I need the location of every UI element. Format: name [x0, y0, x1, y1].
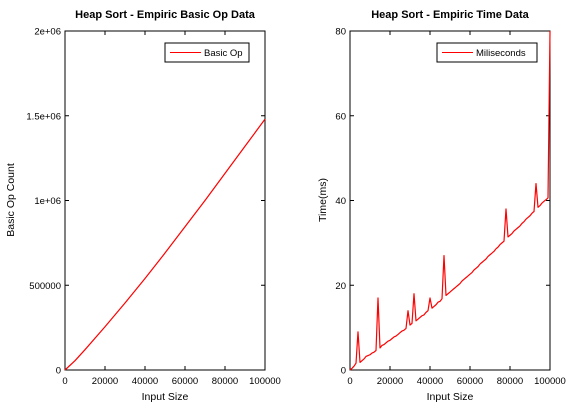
chart-title: Heap Sort - Empiric Basic Op Data — [75, 9, 256, 21]
series-group — [349, 30, 551, 371]
y-tick-label: 20 — [335, 281, 346, 292]
basic-op-chart: Heap Sort - Empiric Basic Op Data 0 20000… — [5, 9, 281, 403]
series-line — [64, 118, 266, 371]
y-tick-label: 1.5e+06 — [26, 111, 61, 122]
legend: Miliseconds — [436, 42, 538, 63]
time-chart: Heap Sort - Empiric Time Data 0 20000 4000… — [317, 9, 566, 403]
legend: Basic Op — [164, 42, 250, 63]
y-tick-label: 0 — [56, 366, 61, 377]
x-axis-label: Input Size — [427, 391, 474, 403]
x-tick-label: 20000 — [92, 376, 118, 387]
x-tick-label: 0 — [347, 376, 352, 387]
y-tick-label: 80 — [335, 27, 346, 38]
y-axis-label: Time(ms) — [317, 178, 329, 222]
tick-group: 0 20000 40000 60000 80000 100000 0 20 40 60 80 — [335, 27, 565, 388]
x-tick-label: 40000 — [132, 376, 158, 387]
y-tick-label: 2e+06 — [34, 27, 61, 38]
y-tick-label: 1e+06 — [34, 196, 61, 207]
x-tick-label: 80000 — [497, 376, 523, 387]
y-tick-label: 500000 — [29, 281, 61, 292]
x-tick-label: 0 — [62, 376, 67, 387]
series-group — [64, 118, 266, 371]
legend-box — [164, 42, 250, 63]
legend-box — [436, 42, 538, 63]
x-tick-label: 100000 — [249, 376, 281, 387]
legend-label: Miliseconds — [476, 48, 526, 59]
series-line — [349, 30, 551, 371]
y-tick-label: 0 — [341, 366, 346, 377]
y-tick-label: 40 — [335, 196, 346, 207]
x-tick-label: 60000 — [457, 376, 483, 387]
x-tick-label: 100000 — [534, 376, 566, 387]
y-tick-label: 60 — [335, 111, 346, 122]
x-tick-label: 80000 — [212, 376, 238, 387]
y-axis-label: Basic Op Count — [5, 163, 17, 237]
tick-group: 0 20000 40000 60000 80000 100000 0 500000 1e+06 1… — [26, 27, 280, 388]
legend-label: Basic Op — [204, 48, 243, 59]
x-tick-label: 60000 — [172, 376, 198, 387]
chart-title: Heap Sort - Empiric Time Data — [371, 9, 529, 21]
x-tick-label: 20000 — [377, 376, 403, 387]
x-tick-label: 40000 — [417, 376, 443, 387]
x-axis-label: Input Size — [142, 391, 189, 403]
